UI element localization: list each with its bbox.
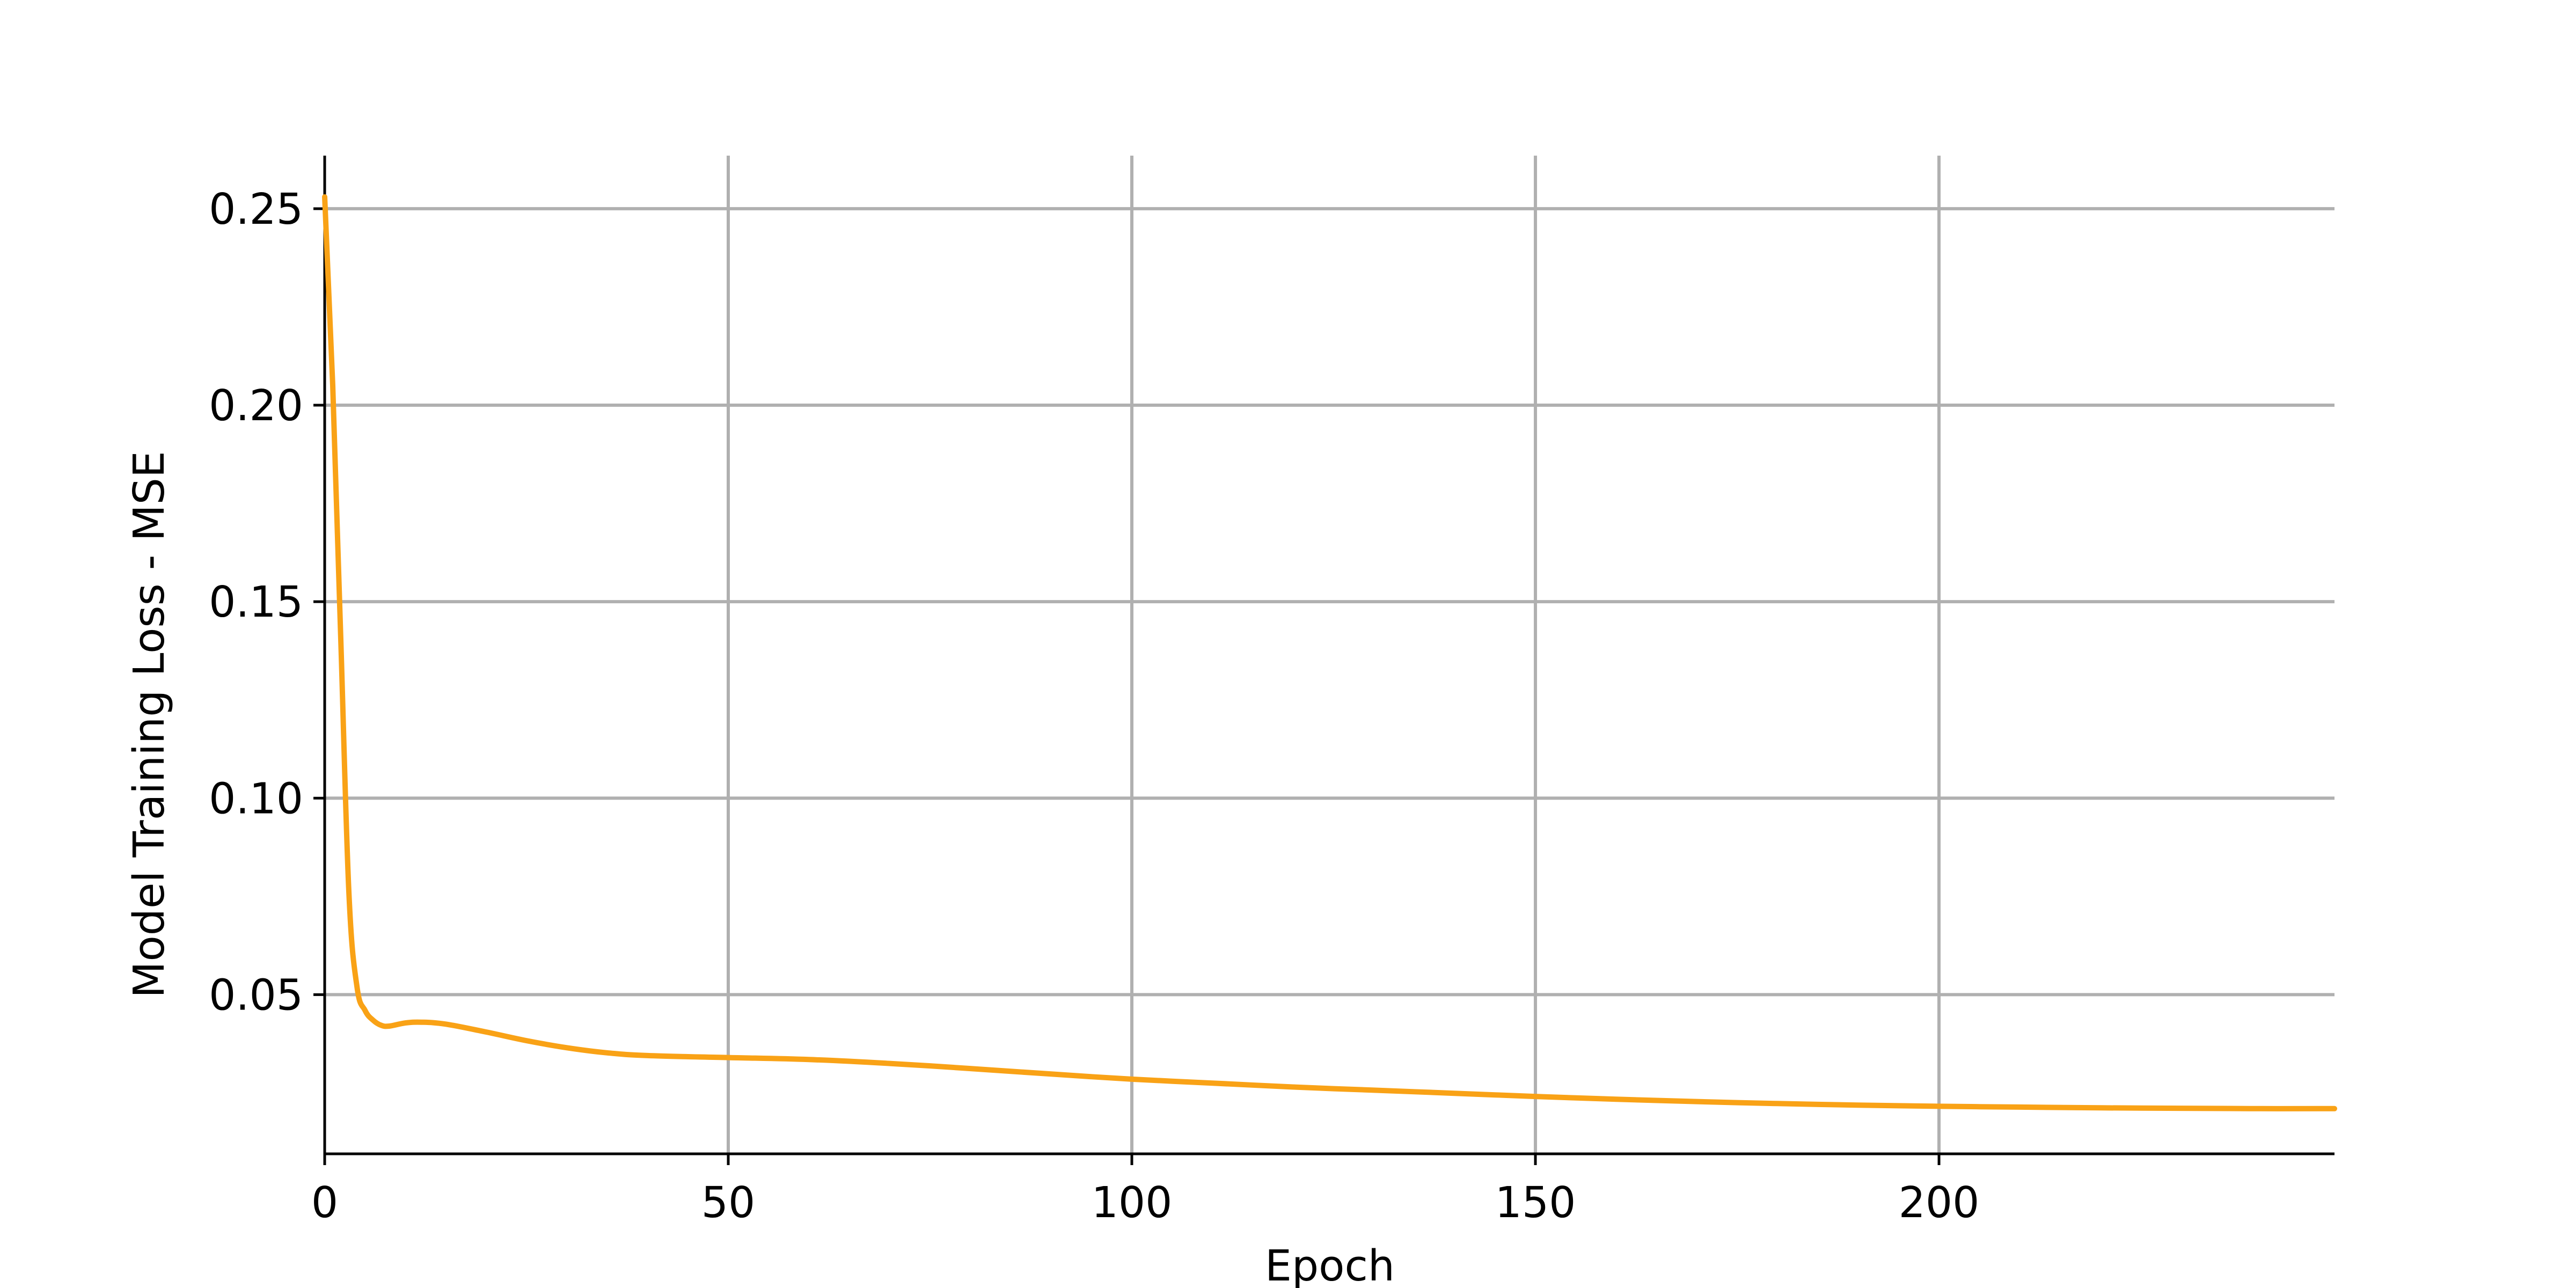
x-tick-label-4: 200 xyxy=(1899,1178,1980,1227)
x-tick-label-0: 0 xyxy=(311,1178,338,1227)
y-tick-label-3: 0.20 xyxy=(209,381,303,430)
y-tick-label-4: 0.25 xyxy=(209,185,303,234)
y-tick-label-1: 0.10 xyxy=(209,774,303,823)
x-tick-label-1: 50 xyxy=(701,1178,756,1227)
x-tick-label-3: 150 xyxy=(1495,1178,1576,1227)
grid-layer xyxy=(325,156,2334,1154)
x-tick-label-2: 100 xyxy=(1092,1178,1173,1227)
series-line-0 xyxy=(322,194,2337,1111)
axes-layer xyxy=(323,156,2334,1155)
y-tick-label-2: 0.15 xyxy=(209,577,303,627)
y-axis-title: Model Training Loss - MSE xyxy=(125,451,174,998)
y-tick-label-0: 0.05 xyxy=(209,970,303,1020)
x-axis-title: Epoch xyxy=(1265,1241,1395,1288)
series-layer xyxy=(322,194,2337,1111)
ticks-layer: 0 50 100 150 200 0.05 0.10 0.15 0.20 0.25 xyxy=(209,185,1979,1227)
